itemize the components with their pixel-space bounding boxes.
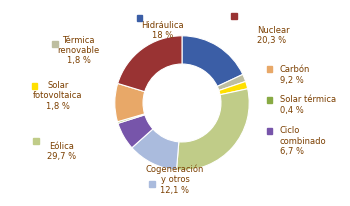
Wedge shape bbox=[118, 36, 182, 92]
Wedge shape bbox=[115, 83, 145, 122]
Wedge shape bbox=[217, 74, 246, 90]
Text: Carbón
9,2 %: Carbón 9,2 % bbox=[280, 66, 310, 85]
Text: Ciclo
combinado
6,7 %: Ciclo combinado 6,7 % bbox=[280, 126, 327, 156]
Text: Térmica
renovable
1,8 %: Térmica renovable 1,8 % bbox=[58, 36, 100, 65]
Wedge shape bbox=[132, 129, 179, 170]
Wedge shape bbox=[118, 115, 153, 148]
Text: Solar
fotovoltaica
1,8 %: Solar fotovoltaica 1,8 % bbox=[33, 81, 83, 111]
Wedge shape bbox=[182, 36, 243, 86]
Text: Solar térmica
0,4 %: Solar térmica 0,4 % bbox=[280, 95, 336, 115]
Text: Cogeneración
y otros
12,1 %: Cogeneración y otros 12,1 % bbox=[146, 164, 204, 195]
Text: Nuclear
20,3 %: Nuclear 20,3 % bbox=[257, 26, 290, 45]
Wedge shape bbox=[118, 114, 145, 123]
Wedge shape bbox=[219, 81, 248, 95]
Wedge shape bbox=[176, 89, 249, 170]
Text: Hidráulica
18 %: Hidráulica 18 % bbox=[141, 21, 184, 40]
Text: Eólica
29,7 %: Eólica 29,7 % bbox=[47, 142, 76, 161]
